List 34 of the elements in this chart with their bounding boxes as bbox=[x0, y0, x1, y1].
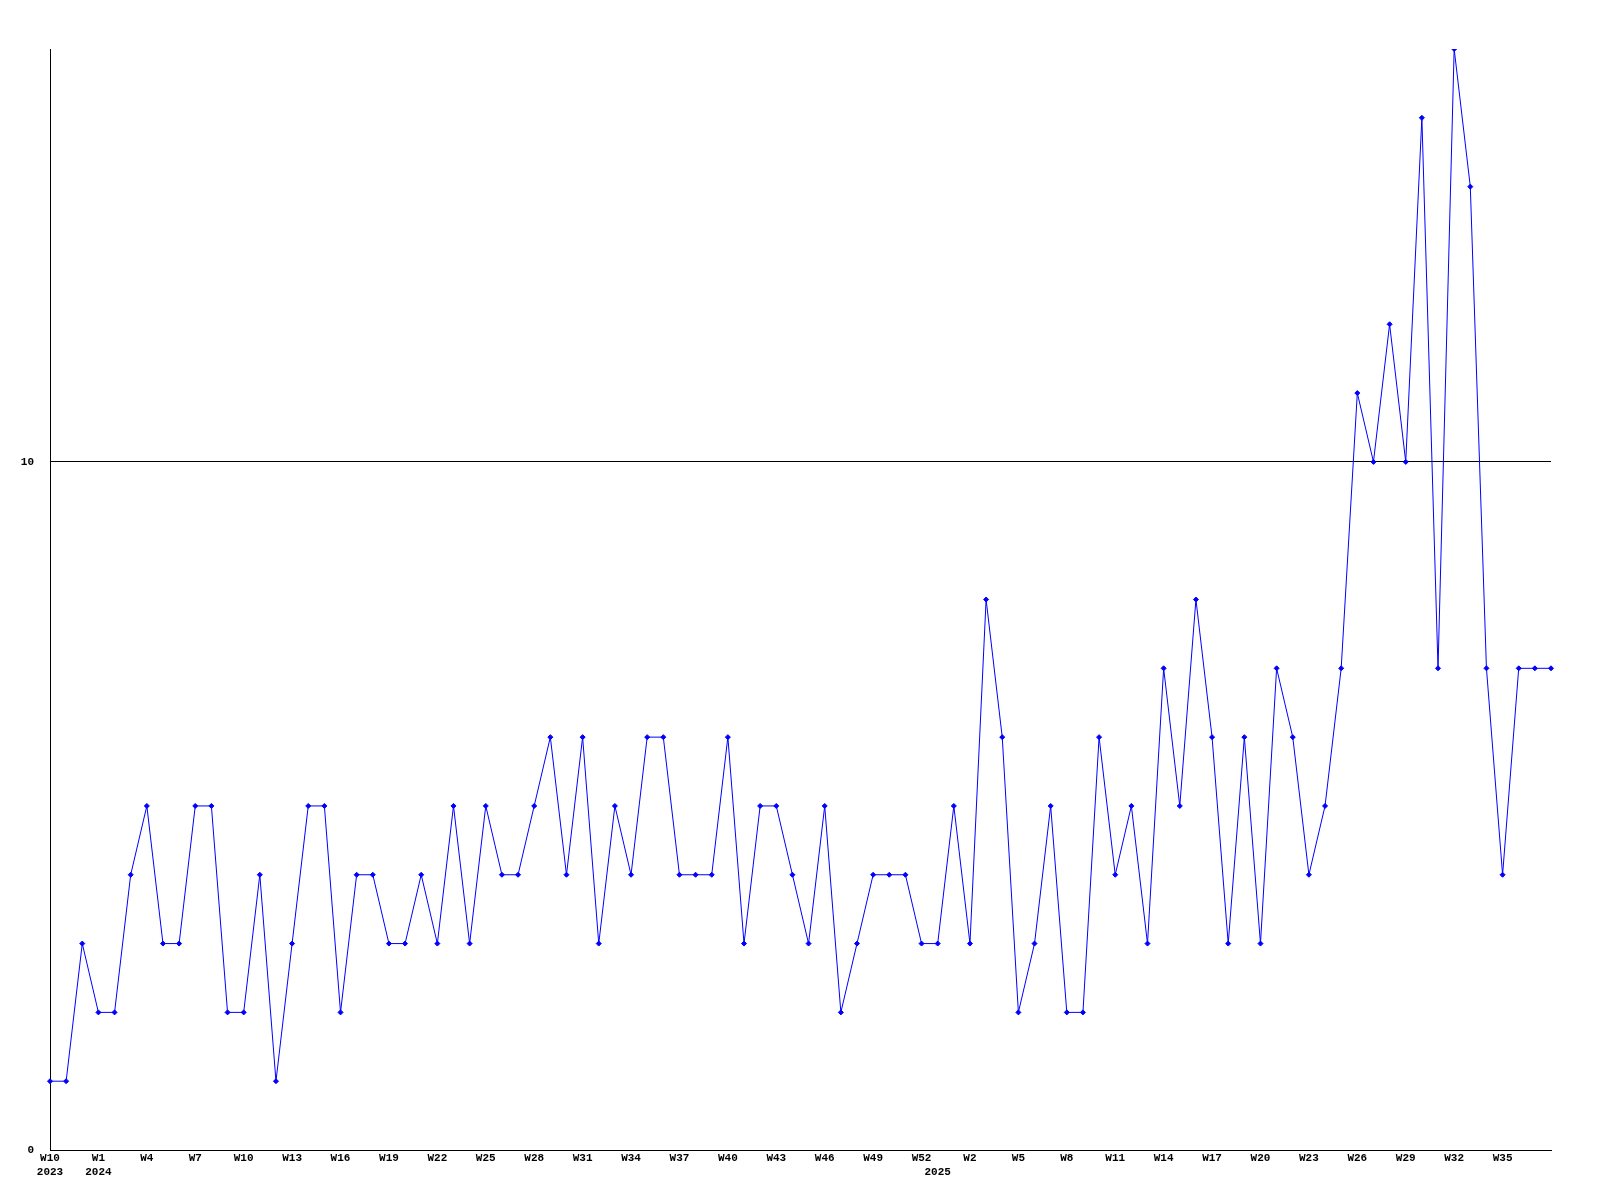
x-tick-label: 2025 bbox=[924, 1165, 952, 1178]
x-tick-label: W34 bbox=[621, 1152, 642, 1165]
x-tick-label: W31 bbox=[572, 1152, 593, 1165]
x-tick-label: W19 bbox=[379, 1152, 399, 1165]
x-tick-label: W23 bbox=[1299, 1152, 1320, 1165]
x-tick-label: W11 bbox=[1105, 1152, 1126, 1165]
x-tick-label: W10 2023 bbox=[36, 1152, 64, 1178]
x-tick-label: W8 bbox=[1060, 1152, 1074, 1165]
x-tick-label: W10 bbox=[233, 1152, 254, 1165]
x-tick-label: W43 bbox=[766, 1152, 787, 1165]
x-tick-label: W20 bbox=[1250, 1152, 1271, 1165]
x-tick-label: W32 bbox=[1444, 1152, 1465, 1165]
x-tick-label: W40 bbox=[717, 1152, 738, 1165]
x-tick-label: W13 bbox=[282, 1152, 303, 1165]
x-tick-label: W28 bbox=[524, 1152, 545, 1165]
x-tick-label: W49 bbox=[863, 1152, 884, 1165]
x-tick-label: W52 bbox=[911, 1152, 932, 1165]
y-tick-label: 0 bbox=[27, 1143, 34, 1156]
x-tick-label: W35 bbox=[1492, 1152, 1513, 1165]
x-tick-label: W22 bbox=[427, 1152, 448, 1165]
x-tick-label: W26 bbox=[1347, 1152, 1368, 1165]
x-tick-label: W17 bbox=[1202, 1152, 1222, 1165]
x-tick-label: W29 bbox=[1395, 1152, 1416, 1165]
y-tick-label: 10 bbox=[20, 455, 34, 468]
x-tick-label: W2 bbox=[963, 1152, 977, 1165]
x-tick-label: W25 bbox=[475, 1152, 497, 1165]
x-tick-label: W1 2024 bbox=[85, 1152, 113, 1178]
x-tick-label: W4 bbox=[140, 1152, 154, 1165]
x-tick-label: W7 bbox=[188, 1152, 202, 1165]
x-tick-label: W37 bbox=[669, 1152, 690, 1165]
x-tick-label: W5 bbox=[1011, 1152, 1026, 1165]
x-tick-label: W46 bbox=[814, 1152, 835, 1165]
x-tick-label: W16 bbox=[330, 1152, 351, 1165]
x-tick-label: W14 bbox=[1153, 1152, 1174, 1165]
